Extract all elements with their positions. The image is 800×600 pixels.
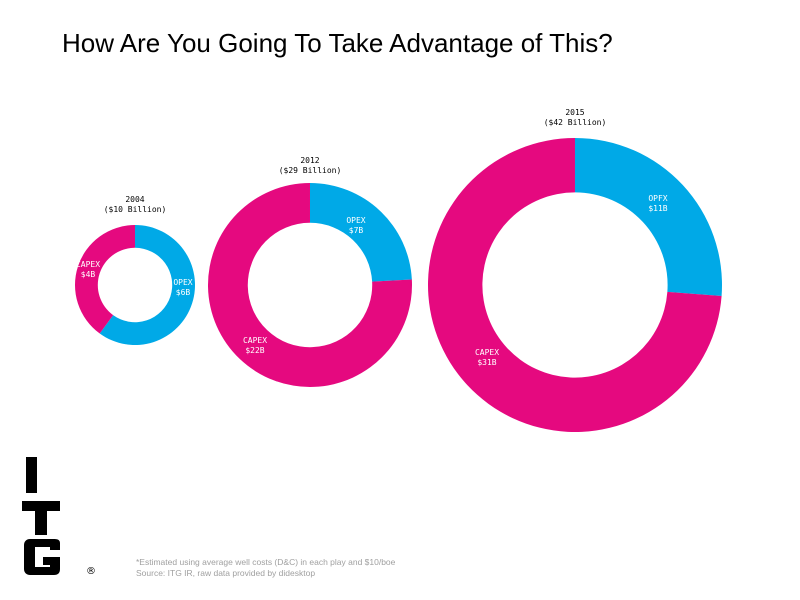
donut-slice-capex [75, 225, 135, 334]
slice-label-opex: OPEX [346, 216, 365, 225]
slice-label-opex: OPFX [648, 194, 667, 203]
donut-slice-opex [99, 225, 195, 345]
slice-value-opex: $6B [176, 288, 191, 297]
donut-slice-capex [208, 183, 412, 388]
footnote-estimate: *Estimated using average well costs (D&C… [136, 557, 396, 567]
chart-year-label: 2015 [565, 108, 584, 117]
chart-total-label: ($29 Billion) [279, 166, 342, 175]
donut-chart-2012: 2012($29 Billion) CAPEX$22B OPEX$7B [208, 156, 412, 388]
slice-value-capex: $4B [81, 270, 96, 279]
donut-slice-opex [310, 183, 412, 282]
chart-total-label: ($10 Billion) [104, 205, 167, 214]
registered-mark: ® [86, 566, 96, 577]
donut-chart-2015: 2015($42 Billion) CAPEX$31B OPFX$11B [427, 108, 722, 432]
slice-label-capex: CAPEX [475, 348, 499, 357]
slice-value-opex: $11B [648, 204, 667, 213]
slice-value-capex: $31B [477, 358, 496, 367]
chart-year-label: 2012 [300, 156, 319, 165]
chart-total-label: ($42 Billion) [544, 118, 607, 127]
slice-value-opex: $7B [349, 226, 364, 235]
slice-label-capex: CAPEX [76, 260, 100, 269]
itg-logo: ® [22, 457, 96, 577]
slice-label-capex: CAPEX [243, 336, 267, 345]
slice-label-opex: OPEX [173, 278, 192, 287]
slice-value-capex: $22B [245, 346, 264, 355]
footnote: *Estimated using average well costs (D&C… [136, 557, 395, 579]
page-title: How Are You Going To Take Advantage of T… [62, 28, 613, 58]
chart-year-label: 2004 [125, 195, 144, 204]
donut-slice-capex [427, 138, 722, 432]
donut-slice-opex [575, 138, 722, 296]
footnote-source: Source: ITG IR, raw data provided by did… [136, 568, 316, 578]
donut-chart-2004: 2004($10 Billion) CAPEX$4B OPEX$6B [75, 195, 195, 345]
